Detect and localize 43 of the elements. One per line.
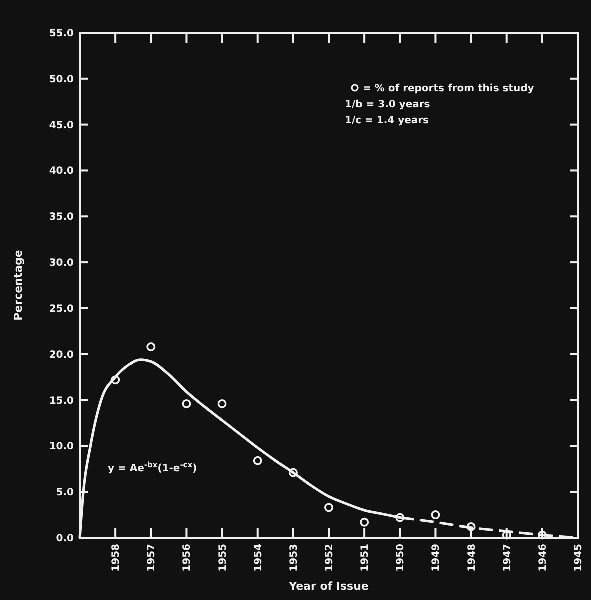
x-tick-label: 1954 [253,544,264,572]
x-tick-label: 1956 [182,544,194,572]
y-tick-label: 45.0 [49,120,74,132]
x-tick-label: 1945 [574,544,584,572]
y-tick-label: 15.0 [49,396,74,407]
y-tick-label: 10.0 [49,442,74,453]
y-tick-label: 35.0 [49,212,74,224]
x-tick-label: 1958 [111,544,122,572]
x-axis-title: Year of Issue [288,580,369,593]
x-tick-label: 1950 [396,544,407,572]
y-tick-label: 5.0 [56,488,74,499]
x-tick-label: 1946 [538,544,549,572]
y-tick-label: 25.0 [49,304,74,315]
x-tick-label: 1948 [466,544,478,572]
point [253,456,262,466]
annotation: y = Ae$^{-bx}$(1-e$^{-cx}$) [108,460,198,474]
legend-label: = % of reports from this study [363,84,535,94]
annotation: 1/b = 3.0 years [345,100,430,110]
point [218,399,227,408]
point [396,513,405,522]
x-tick-label: 1955 [218,544,229,572]
y-tick-label: 50.0 [49,74,74,86]
y-tick-label: 30.0 [49,258,74,270]
point [182,399,192,408]
point [360,518,370,527]
y-axis-title: Percentage [12,250,25,321]
point [466,522,476,532]
point [324,503,334,512]
x-tick-label: 1952 [324,544,336,572]
point [431,510,440,520]
point [288,468,298,478]
y-tick-label: 0.0 [56,534,74,544]
point [111,376,120,385]
x-tick-label: 1947 [502,544,514,572]
y-tick-label: 55.0 [49,28,74,40]
x-tick-label: 1949 [431,544,442,572]
annotation: 1/c = 1.4 years [345,116,430,126]
point [146,342,156,352]
y-tick-label: 20.0 [49,350,74,361]
x-tick-label: 1953 [288,544,300,572]
y-tick-label: 40.0 [49,166,74,178]
x-tick-label: 1951 [360,544,372,572]
x-tick-label: 1957 [146,544,158,572]
